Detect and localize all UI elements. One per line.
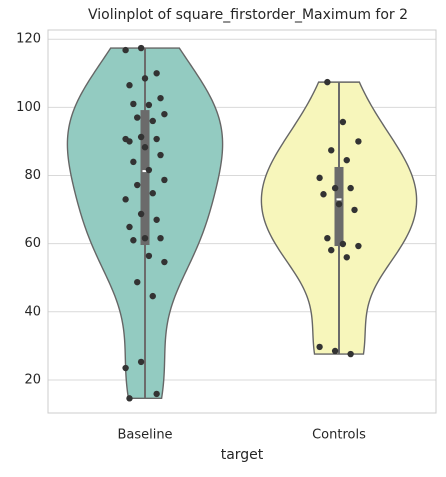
strip-point — [145, 166, 153, 174]
y-tick-label: 120 — [16, 32, 41, 47]
strip-point — [347, 350, 354, 358]
strip-point — [331, 347, 339, 355]
strip-point — [126, 223, 133, 231]
strip-point — [153, 216, 160, 223]
strip-point — [141, 144, 149, 151]
strip-point — [339, 118, 347, 126]
strip-point — [335, 200, 343, 208]
strip-point — [130, 100, 137, 108]
x-tick-label: Baseline — [117, 428, 172, 443]
y-tick-label: 60 — [24, 236, 41, 251]
strip-point — [137, 358, 145, 366]
strip-point — [126, 395, 133, 402]
strip-point — [355, 242, 362, 250]
strip-point — [351, 206, 358, 214]
strip-point — [331, 184, 339, 192]
strip-point — [153, 70, 160, 77]
strip-point — [122, 364, 129, 372]
strip-point — [134, 181, 141, 189]
strip-point — [149, 117, 156, 125]
strip-point — [134, 114, 141, 121]
strip-point — [320, 191, 327, 198]
x-tick-label: Controls — [312, 428, 366, 443]
plot-frame — [47, 29, 437, 414]
strip-point — [141, 75, 149, 82]
strip-point — [161, 258, 168, 266]
strip-point — [324, 234, 331, 242]
x-axis-label: target — [221, 447, 264, 463]
strip-point — [130, 158, 137, 166]
strip-point — [145, 252, 153, 260]
strip-point — [149, 190, 156, 197]
strip-point — [137, 133, 145, 141]
strip-point — [149, 292, 156, 300]
y-tick-label: 20 — [24, 372, 41, 387]
strip-point — [137, 44, 145, 52]
strip-point — [328, 147, 335, 154]
strip-point — [141, 234, 149, 242]
y-tick-label: 100 — [16, 100, 41, 115]
strip-point — [157, 151, 164, 159]
strip-point — [153, 135, 160, 143]
strip-point — [316, 174, 323, 182]
strip-point — [343, 254, 350, 261]
strip-point — [339, 240, 347, 248]
chart-title: Violinplot of square_firstorder_Maximum … — [88, 7, 408, 23]
strip-point — [122, 46, 129, 54]
strip-point — [161, 176, 168, 184]
strip-point — [134, 278, 141, 286]
strip-point — [126, 82, 133, 89]
y-tick-label: 40 — [24, 304, 41, 319]
strip-point — [161, 110, 168, 118]
strip-point — [157, 94, 164, 102]
strip-point — [316, 343, 323, 351]
strip-point — [157, 234, 164, 242]
strip-point — [324, 78, 331, 86]
strip-point — [328, 246, 335, 254]
strip-point — [130, 237, 137, 244]
strip-point — [347, 184, 354, 192]
strip-point — [126, 138, 133, 145]
y-tick-label: 80 — [24, 168, 41, 183]
strip-point — [153, 390, 160, 398]
strip-point — [343, 156, 350, 164]
box — [140, 110, 150, 246]
strip-point — [122, 196, 129, 203]
strip-point — [145, 101, 153, 109]
strip-point — [355, 138, 362, 145]
strip-point — [137, 210, 145, 218]
